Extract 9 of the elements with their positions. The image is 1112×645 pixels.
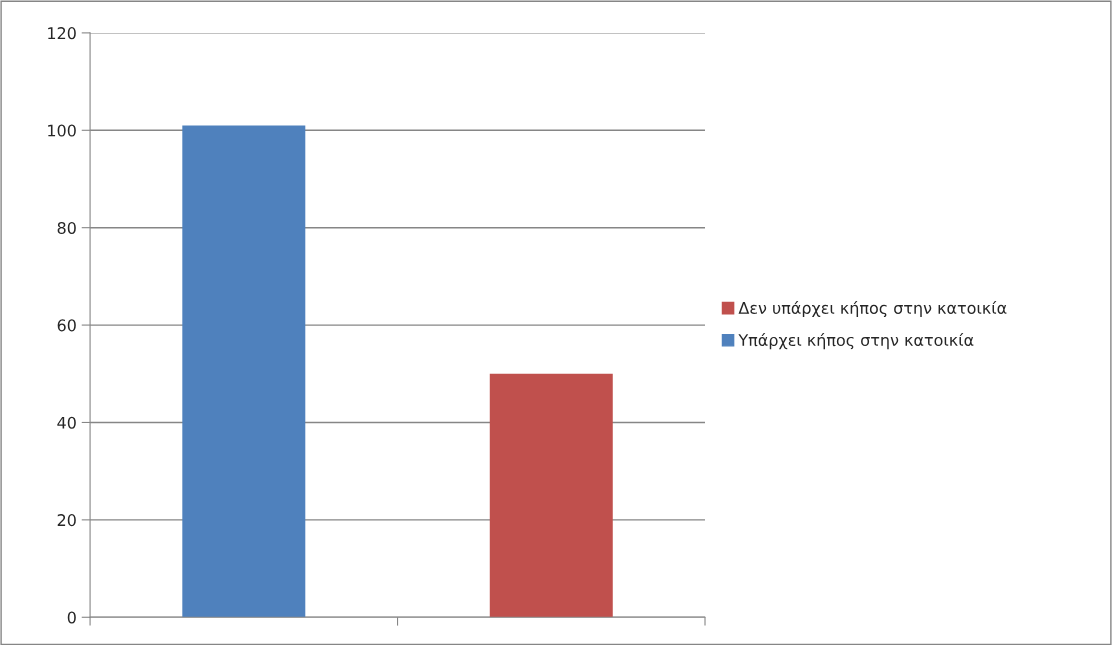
y-tick-label: 120 [48,27,76,40]
y-tick-label: 60 [57,319,76,332]
legend-label: Δεν υπάρχει κήπος στην κατοικία [738,300,1007,318]
y-tick-label: 100 [48,124,76,137]
y-tick-label: 0 [67,611,76,624]
y-tick-label: 20 [57,514,76,527]
y-tick-label: 80 [57,221,76,234]
y-tick-label: 40 [57,416,76,429]
legend-label: Υπάρχει κήπος στην κατοικία [738,333,974,350]
